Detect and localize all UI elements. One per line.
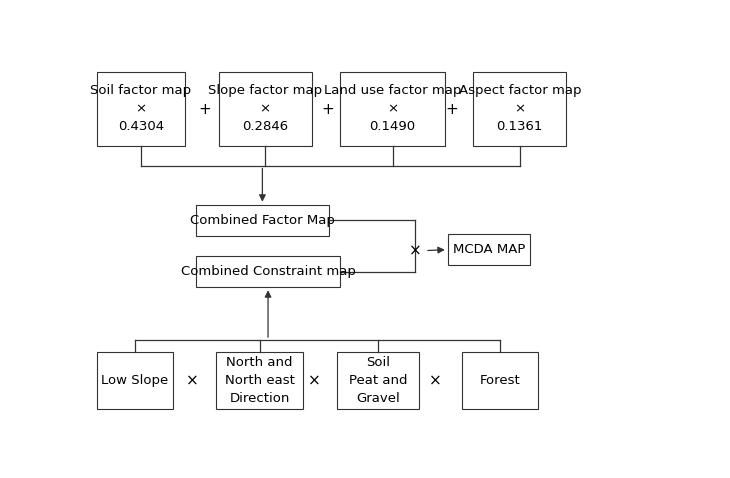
FancyBboxPatch shape <box>216 352 304 409</box>
Text: Land use factor map
×
0.1490: Land use factor map × 0.1490 <box>324 85 461 133</box>
FancyBboxPatch shape <box>196 205 328 236</box>
Text: Combined Factor Map: Combined Factor Map <box>190 214 335 227</box>
FancyBboxPatch shape <box>473 72 566 146</box>
Text: Low Slope: Low Slope <box>101 374 169 387</box>
Text: Combined Constraint map: Combined Constraint map <box>180 265 356 278</box>
Text: ×: × <box>409 243 421 258</box>
Text: Slope factor map
×
0.2846: Slope factor map × 0.2846 <box>208 85 322 133</box>
FancyBboxPatch shape <box>218 72 312 146</box>
Text: ×: × <box>308 373 321 388</box>
FancyBboxPatch shape <box>97 352 173 409</box>
Text: Soil
Peat and
Gravel: Soil Peat and Gravel <box>349 356 407 405</box>
FancyBboxPatch shape <box>447 234 530 265</box>
Text: Soil factor map
×
0.4304: Soil factor map × 0.4304 <box>91 85 191 133</box>
Text: ×: × <box>185 373 199 388</box>
FancyBboxPatch shape <box>196 256 340 287</box>
Text: MCDA MAP: MCDA MAP <box>453 243 525 256</box>
Text: North and
North east
Direction: North and North east Direction <box>225 356 294 405</box>
Text: Aspect factor map
×
0.1361: Aspect factor map × 0.1361 <box>458 85 581 133</box>
Text: ×: × <box>429 373 442 388</box>
FancyBboxPatch shape <box>337 352 419 409</box>
FancyBboxPatch shape <box>462 352 538 409</box>
FancyBboxPatch shape <box>340 72 445 146</box>
FancyBboxPatch shape <box>97 72 185 146</box>
Text: +: + <box>321 102 334 117</box>
Text: Forest: Forest <box>480 374 520 387</box>
Text: +: + <box>446 102 458 117</box>
Text: +: + <box>198 102 211 117</box>
